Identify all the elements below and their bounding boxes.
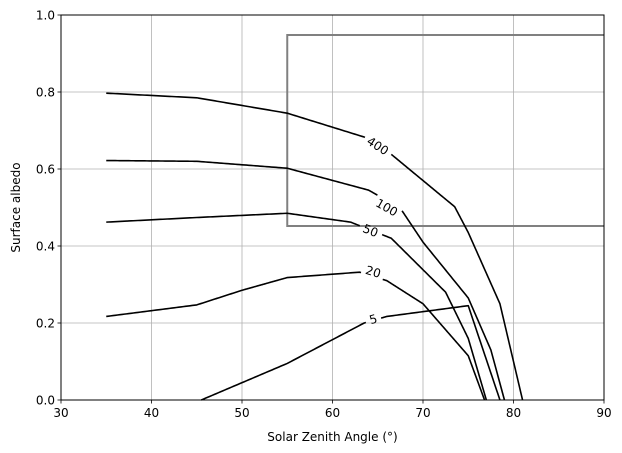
contour-line-100	[401, 210, 506, 401]
contour-line-50	[106, 212, 361, 227]
contour-line-5	[380, 304, 501, 401]
y-axis-label: Surface albedo	[9, 162, 23, 252]
contour-line-50	[381, 233, 488, 401]
y-tick-label: 0.0	[36, 393, 55, 407]
contour-line-400	[390, 153, 524, 401]
x-axis-ticks: 30 40 50 60 70 80 90	[53, 400, 612, 420]
region-box	[286, 34, 604, 227]
y-tick-label: 0.6	[36, 162, 55, 176]
x-tick-label: 40	[144, 406, 159, 420]
contour-label-400: 400	[364, 134, 391, 158]
contour-line-20	[382, 278, 486, 401]
y-tick-label: 0.4	[36, 239, 55, 253]
x-tick-label: 90	[596, 406, 611, 420]
y-tick-label: 1.0	[36, 8, 55, 22]
x-axis-label: Solar Zenith Angle (°)	[267, 430, 397, 444]
contour-line-20	[106, 271, 362, 318]
contour-label-5: 5	[368, 312, 379, 328]
x-tick-label: 50	[234, 406, 249, 420]
y-tick-label: 0.2	[36, 316, 55, 330]
x-tick-label: 70	[415, 406, 430, 420]
highlight-box	[286, 34, 604, 227]
contour-line-400	[106, 92, 366, 139]
contour-label-50: 50	[361, 221, 380, 240]
y-tick-label: 0.8	[36, 85, 55, 99]
x-tick-label: 30	[53, 406, 68, 420]
x-tick-label: 80	[506, 406, 521, 420]
contour-lines	[106, 92, 524, 401]
contour-label-20: 20	[364, 263, 383, 281]
grid	[60, 14, 605, 401]
y-axis-ticks: 0.0 0.2 0.4 0.6 0.8 1.0	[36, 8, 61, 407]
contour-line-5	[200, 321, 367, 401]
contour-line-100	[106, 159, 378, 196]
contour-label-100: 100	[373, 196, 400, 220]
x-tick-label: 60	[325, 406, 340, 420]
